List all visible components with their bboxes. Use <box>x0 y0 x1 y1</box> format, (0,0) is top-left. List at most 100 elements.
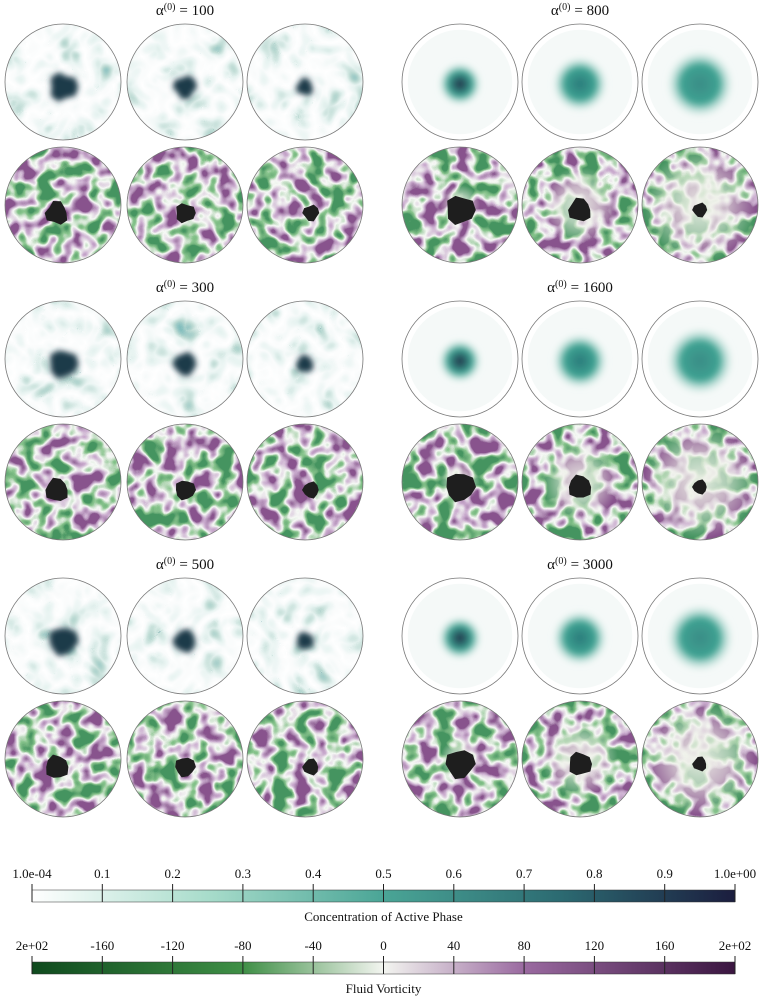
colorbar-tick-label: 40 <box>447 938 460 953</box>
circle-content <box>402 147 518 263</box>
title-superscript: (0) <box>555 279 567 290</box>
vorticity-circle <box>4 700 122 818</box>
concentration-blob <box>666 327 734 395</box>
colorbar-title: Concentration of Active Phase <box>304 909 463 924</box>
blob <box>302 758 319 776</box>
circle-content <box>522 424 638 540</box>
circle-border <box>246 577 364 695</box>
blob <box>302 481 319 499</box>
concentration-circle <box>4 23 122 141</box>
circle-content <box>647 306 753 412</box>
circle-content <box>247 301 363 417</box>
colorbar-tick-label: 1.0e-04 <box>12 866 52 881</box>
panel-title: α(0) = 3000 <box>547 556 613 573</box>
blob <box>176 480 196 501</box>
concentration-circle <box>246 300 364 418</box>
concentration-circle <box>126 300 244 418</box>
circle-border <box>521 300 639 418</box>
circle-content <box>527 29 633 135</box>
circle-content <box>127 24 243 140</box>
circle-content <box>522 147 638 263</box>
circle-border <box>521 577 639 695</box>
circle-border <box>126 423 244 541</box>
colorbar-tick-label: -120 <box>161 938 185 953</box>
blob <box>445 750 476 780</box>
title-symbol: α <box>156 557 164 573</box>
circle-content <box>407 306 513 412</box>
blob <box>302 204 320 222</box>
circle-border <box>521 423 639 541</box>
blob <box>172 351 197 377</box>
vorticity-circle <box>126 700 244 818</box>
vorticity-field <box>247 147 363 263</box>
concentration-circle <box>4 300 122 418</box>
colorbar-tick-label: 0.7 <box>516 866 533 881</box>
circle-content <box>527 583 633 689</box>
colorbar-tick-label: 0.8 <box>586 866 602 881</box>
vorticity-circle <box>4 423 122 541</box>
colorbar-tick-label: 2e+02 <box>719 938 752 953</box>
vorticity-circle <box>641 423 759 541</box>
circle-content <box>5 24 121 140</box>
blob <box>446 473 476 503</box>
colorbar-tick-label: 0.2 <box>164 866 180 881</box>
blob <box>175 757 196 778</box>
title-symbol: α <box>547 280 555 296</box>
concentration-circle <box>126 23 244 141</box>
circle-border <box>126 577 244 695</box>
circle-border <box>126 300 244 418</box>
circle-content <box>647 29 753 135</box>
concentration-blob <box>666 50 734 118</box>
concentration-blob <box>438 62 482 106</box>
colorbar-tick-label: 0.4 <box>305 866 322 881</box>
concentration-circle <box>401 23 519 141</box>
circle-content <box>127 147 243 263</box>
blob <box>45 477 68 501</box>
blob <box>297 631 314 650</box>
circle-border <box>4 300 122 418</box>
vorticity-circle <box>246 700 364 818</box>
concentration-circle <box>401 577 519 695</box>
blob <box>172 75 198 100</box>
circle-content <box>642 424 758 540</box>
circle-content <box>647 583 753 689</box>
circle-content <box>522 701 638 817</box>
circle-border <box>401 423 519 541</box>
blob <box>50 350 79 380</box>
concentration-blob <box>552 610 608 666</box>
blob <box>296 354 314 373</box>
blob <box>692 756 707 772</box>
concentration-circle <box>521 300 639 418</box>
circle-border <box>641 577 759 695</box>
vorticity-field <box>247 701 363 817</box>
circle-border <box>4 423 122 541</box>
circle-border <box>641 423 759 541</box>
concentration-blob <box>438 616 482 660</box>
circle-border <box>246 700 364 818</box>
blob <box>568 197 591 222</box>
colorbar-tick-label: 120 <box>585 938 605 953</box>
vorticity-field <box>5 147 121 263</box>
vorticity-circle <box>521 423 639 541</box>
panel-title: α(0) = 800 <box>551 2 609 19</box>
concentration-circle <box>401 300 519 418</box>
circle-border <box>641 146 759 264</box>
colorbar-tick-label: 0.9 <box>657 866 673 881</box>
circle-border <box>126 146 244 264</box>
concentration-circle <box>641 577 759 695</box>
circle-border <box>521 23 639 141</box>
circle-border <box>401 146 519 264</box>
blob <box>568 474 592 498</box>
circle-content <box>527 306 633 412</box>
title-superscript: (0) <box>555 556 567 567</box>
panel-title: α(0) = 300 <box>156 279 214 296</box>
vorticity-circle <box>246 423 364 541</box>
colorbar-tick-label: 0.1 <box>94 866 110 881</box>
concentration-blob <box>438 339 482 383</box>
circle-content <box>5 147 121 263</box>
vorticity-circle <box>521 146 639 264</box>
vorticity-circle <box>641 146 759 264</box>
circle-content <box>247 578 363 694</box>
vorticity-circle <box>401 146 519 264</box>
